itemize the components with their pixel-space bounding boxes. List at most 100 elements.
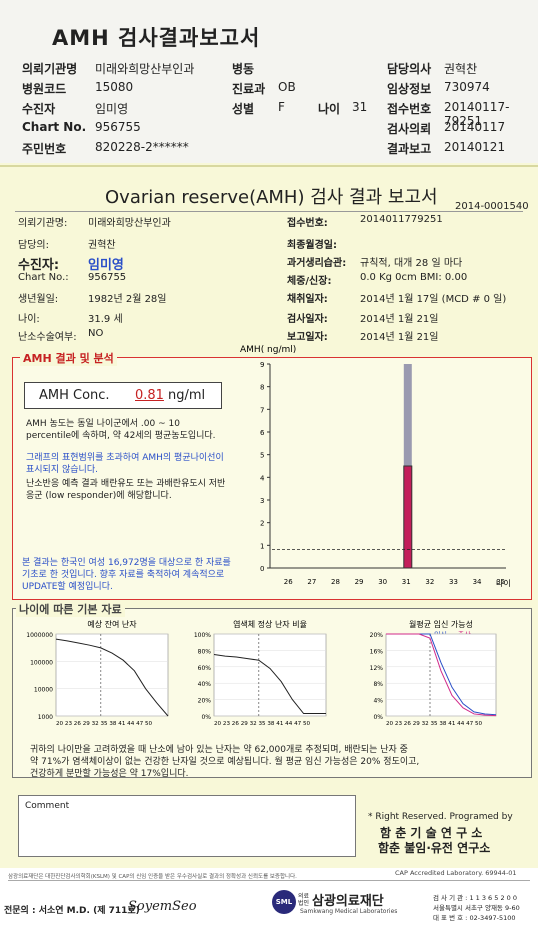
patient-label: 담당의: <box>18 240 49 251</box>
header-value: F <box>278 100 285 114</box>
rights-text: * Right Reserved. Programed by <box>368 812 513 822</box>
y-tick-label: 2 <box>260 520 264 528</box>
header-label: 병동 <box>232 62 255 76</box>
y-tick-label: 4 <box>260 474 265 482</box>
header-value: 임미영 <box>95 102 129 116</box>
plot-area <box>385 633 497 717</box>
header-label: 의뢰기관명 <box>22 62 78 76</box>
y-tick-label: 0% <box>201 714 211 721</box>
y-tick-label: 40% <box>198 681 212 688</box>
y-tick-label: 12% <box>370 665 384 672</box>
header-label: 담당의사 <box>387 62 432 76</box>
x-tick-label: 35 <box>496 578 505 586</box>
patient-label: 수진자: <box>18 258 60 273</box>
document-id: 2014-0001540 <box>455 201 529 212</box>
header-label: 진료과 <box>232 82 266 96</box>
patient-label: 접수번호: <box>287 218 328 229</box>
header-value: 730974 <box>444 80 490 94</box>
y-tick-label: 3 <box>260 497 264 505</box>
sml-logo-icon: SML <box>272 890 296 914</box>
y-tick-label: 1000000 <box>26 632 53 639</box>
plot-area <box>213 633 327 717</box>
age-summary-line1: 귀하의 나이만을 고려하였을 때 난소에 남아 있는 난자는 약 62,000개… <box>30 745 408 755</box>
y-tick-label: 80% <box>198 648 212 655</box>
doctor-name: 전문의 : 서소연 M.D. (제 711호) <box>4 906 140 916</box>
x-tick-label: 32 <box>425 578 434 586</box>
header-value: 820228-2****** <box>95 140 189 154</box>
amh-section-title: AMH 결과 및 분석 <box>20 350 117 366</box>
header-label: 접수번호 <box>387 102 432 116</box>
y-tick-label: 100000 <box>30 659 53 666</box>
patient-label: 검사일자: <box>287 314 328 325</box>
amh-conc-value: 0.81 <box>135 388 164 403</box>
lab-name-1: 함 춘 기 술 연 구 소 <box>380 826 483 840</box>
x-tick-labels: 20 23 26 29 32 35 38 41 44 47 50 <box>386 721 483 727</box>
amh-note-data-source: 본 결과는 한국인 여성 16,972명을 대상으로 한 자료를 기초로 한 것… <box>22 558 231 592</box>
patient-value: NO <box>88 328 104 339</box>
x-axis-title: 나이 <box>496 578 511 588</box>
comment-box: Comment <box>18 795 356 857</box>
y-tick-label: 8 <box>260 384 264 392</box>
y-tick-label: 5 <box>260 452 264 460</box>
doctor-signature: SoyemSeo <box>128 899 197 914</box>
x-tick-label: 31 <box>402 578 411 586</box>
y-tick-label: 10000 <box>34 687 53 694</box>
chart-title: 예상 잔여 난자 <box>87 619 137 629</box>
org-prefix: 의료법인 <box>298 893 310 907</box>
amh-note-range: 그래프의 표현범위를 초과하여 AMH의 평균나이선이 표시되지 않습니다. <box>26 453 224 475</box>
x-tick-label: 29 <box>355 578 364 586</box>
x-tick-label: 27 <box>307 578 316 586</box>
patient-value: 권혁찬 <box>88 240 116 251</box>
amh-note-response: 난소반응 예측 결과 배란유도 또는 과배란유도시 저반응군 (low resp… <box>26 479 226 501</box>
pregnancy-rate-chart: 월평균 임신 가능성-: 임신- 출산20%16%12%8%4%0%20 23 … <box>370 619 497 727</box>
age-summary-line2: 약 71%가 염색체이상이 없는 건강한 난자일 것으로 예상됩니다. 월 평균… <box>30 757 420 767</box>
age-summary-line3: 건강하게 분만할 가능성은 약 17%입니다. <box>30 769 189 779</box>
patient-value: 2014년 1월 21일 <box>360 332 439 343</box>
y-tick-label: 20% <box>370 632 384 639</box>
y-tick-label: 1000 <box>38 714 53 721</box>
x-tick-label: 33 <box>449 578 458 586</box>
patient-label: 보고일자: <box>287 332 328 343</box>
org-name-en: Samkwang Medical Laboratories <box>300 908 398 915</box>
header-label: 결과보고 <box>387 142 432 156</box>
header-label: 수진자 <box>22 102 56 116</box>
patient-value: 2014011779251 <box>360 214 443 225</box>
patient-value: 31.9 세 <box>88 314 123 325</box>
y-tick-label: 0% <box>373 714 383 721</box>
patient-value: 0.0 Kg 0cm BMI: 0.00 <box>360 272 468 283</box>
normal-chromosome-chart: 염색체 정상 난자 비율 100% 80% 60% 40% 20% 0%20 23 26 2… <box>194 619 327 727</box>
y-tick-label: 60% <box>198 665 212 672</box>
header-label: 검사의뢰 <box>387 122 432 136</box>
amh-concentration-box: AMH Conc. 0.81 ng/ml <box>24 382 222 409</box>
amh-note-percentile: AMH 농도는 동일 나이군에서 .00 ~ 10 percentile에 속하… <box>26 419 216 441</box>
patient-value: 1982년 2월 28일 <box>88 294 167 305</box>
divider <box>15 211 523 212</box>
header-value: 31 <box>352 100 368 114</box>
age-section-title: 나이에 따른 기본 자료 <box>16 601 125 617</box>
header-value: OB <box>278 80 296 94</box>
x-tick-label: 34 <box>473 578 482 586</box>
header-label: 성별 <box>232 102 255 116</box>
header-value: 미래와희망산부인과 <box>95 62 195 76</box>
series-line <box>213 654 326 715</box>
phone: 대 표 번 호 : 02-3497-5100 <box>433 914 516 922</box>
patient-label: Chart No.: <box>18 272 69 283</box>
chart-title: 월평균 임신 가능성 <box>409 619 473 629</box>
header-label: 임상정보 <box>387 82 432 96</box>
header-value: 권혁찬 <box>444 62 478 76</box>
series-line-1 <box>386 633 497 717</box>
patient-label: 과거생리습관: <box>287 258 347 269</box>
x-tick-labels: 20 23 26 29 32 35 38 41 44 47 50 <box>56 721 153 727</box>
y-tick-label: 16% <box>370 648 384 655</box>
y-tick-label: 9 <box>260 361 264 369</box>
y-tick-label: 7 <box>260 406 264 414</box>
lab-code: 검 사 기 관 : 1 1 3 6 5 2 0 0 <box>433 894 517 902</box>
y-tick-label: 1 <box>260 542 264 550</box>
y-tick-label: 20% <box>198 698 212 705</box>
x-tick-label: 30 <box>378 578 387 586</box>
comment-label: Comment <box>25 801 70 811</box>
patient-label: 체중/신장: <box>287 276 332 287</box>
ovarian-report-title: Ovarian reserve(AMH) 검사 결과 보고서 <box>105 187 438 208</box>
header-label: 주민번호 <box>22 142 67 156</box>
